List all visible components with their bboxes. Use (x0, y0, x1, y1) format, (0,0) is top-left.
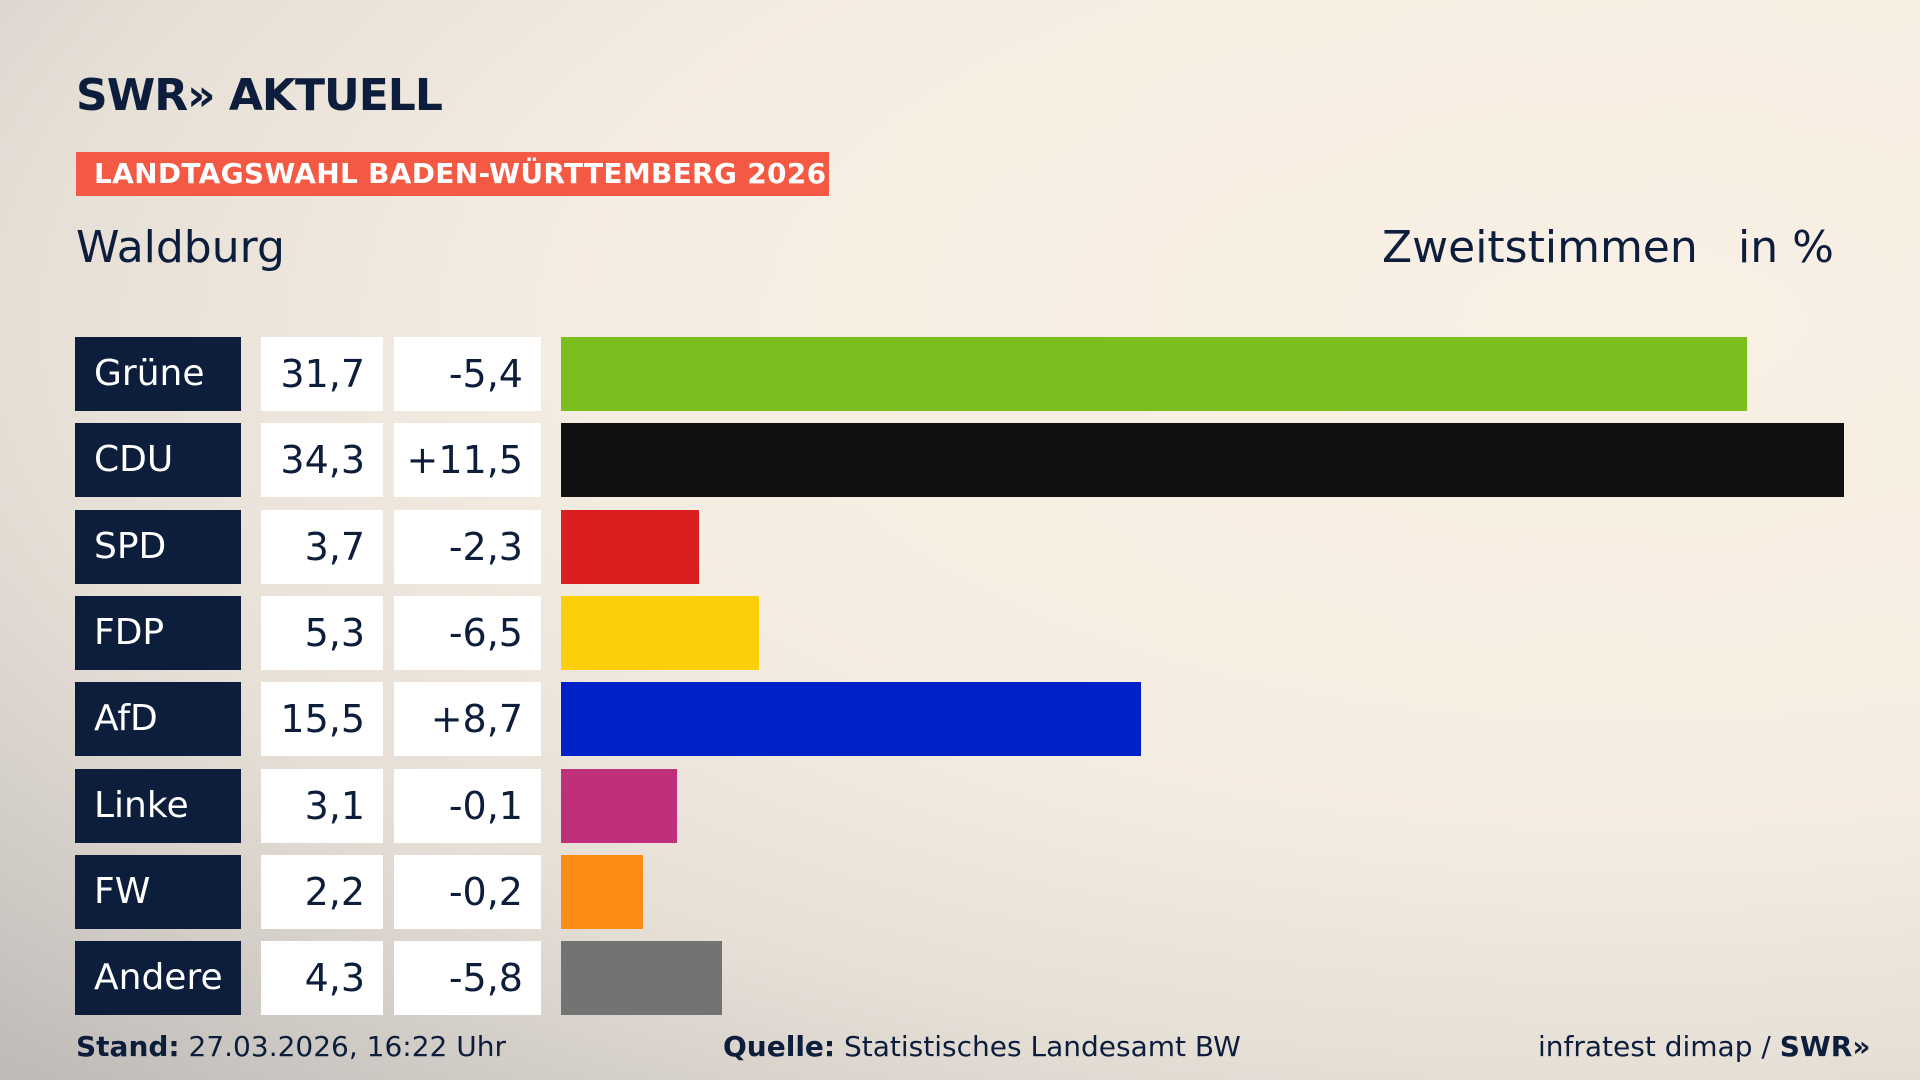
vote-change: +11,5 (394, 423, 541, 498)
vote-share: 2,2 (261, 854, 383, 929)
vote-change: +8,7 (394, 682, 541, 757)
vote-change: -5,4 (394, 337, 541, 411)
vote-change: -6,5 (394, 595, 541, 670)
party-row: FW 2,2 -0,2 (0, 854, 1920, 929)
party-name: Andere (75, 941, 241, 1016)
election-banner: LANDTAGSWAHL BADEN-WÜRTTEMBERG 2026 (76, 152, 829, 196)
stand-label: Stand: (76, 1030, 180, 1063)
party-row: Grüne 31,7 -5,4 (0, 337, 1920, 411)
bar-spd (561, 509, 700, 584)
bar-grüne (561, 337, 1747, 411)
party-name: Linke (75, 768, 241, 843)
bar-linke (561, 768, 677, 843)
vote-share: 3,1 (261, 768, 383, 843)
party-row: CDU 34,3 +11,5 (0, 423, 1920, 498)
credit: infratest dimap / SWR» (1538, 1030, 1870, 1063)
bar-fdp (561, 595, 760, 670)
party-name: Grüne (75, 337, 241, 411)
stand-info: Stand: 27.03.2026, 16:22 Uhr (76, 1030, 506, 1063)
party-row: SPD 3,7 -2,3 (0, 509, 1920, 584)
source-info: Quelle: Statistisches Landesamt BW (723, 1030, 1241, 1063)
party-row: Linke 3,1 -0,1 (0, 768, 1920, 843)
bar-andere (561, 941, 722, 1016)
vote-change: -0,1 (394, 768, 541, 843)
vote-share: 15,5 (261, 682, 383, 757)
party-name: FDP (75, 595, 241, 670)
bar-afd (561, 682, 1141, 757)
measure-label: Zweitstimmen (1382, 222, 1698, 273)
vote-share: 4,3 (261, 941, 383, 1016)
vote-share: 34,3 (261, 423, 383, 498)
party-name: AfD (75, 682, 241, 757)
swr-logo: SWR» (1779, 1030, 1871, 1063)
party-name: FW (75, 854, 241, 929)
bar-fw (561, 854, 644, 929)
party-row: FDP 5,3 -6,5 (0, 595, 1920, 670)
bar-cdu (561, 423, 1844, 498)
unit-label: in % (1738, 222, 1834, 273)
swr-aktuell-logo: SWR» AKTUELL (76, 70, 443, 121)
stand-value: 27.03.2026, 16:22 Uhr (188, 1030, 506, 1063)
vote-share: 3,7 (261, 509, 383, 584)
vote-share: 31,7 (261, 337, 383, 411)
party-name: CDU (75, 423, 241, 498)
vote-change: -0,2 (394, 854, 541, 929)
party-name: SPD (75, 509, 241, 584)
party-row: AfD 15,5 +8,7 (0, 682, 1920, 757)
party-row: Andere 4,3 -5,8 (0, 941, 1920, 1016)
source-label: Quelle: (723, 1030, 836, 1063)
vote-change: -5,8 (394, 941, 541, 1016)
credit-text: infratest dimap / (1538, 1030, 1771, 1063)
vote-share: 5,3 (261, 595, 383, 670)
vote-change: -2,3 (394, 509, 541, 584)
source-value: Statistisches Landesamt BW (844, 1030, 1241, 1063)
place-title: Waldburg (76, 222, 285, 273)
